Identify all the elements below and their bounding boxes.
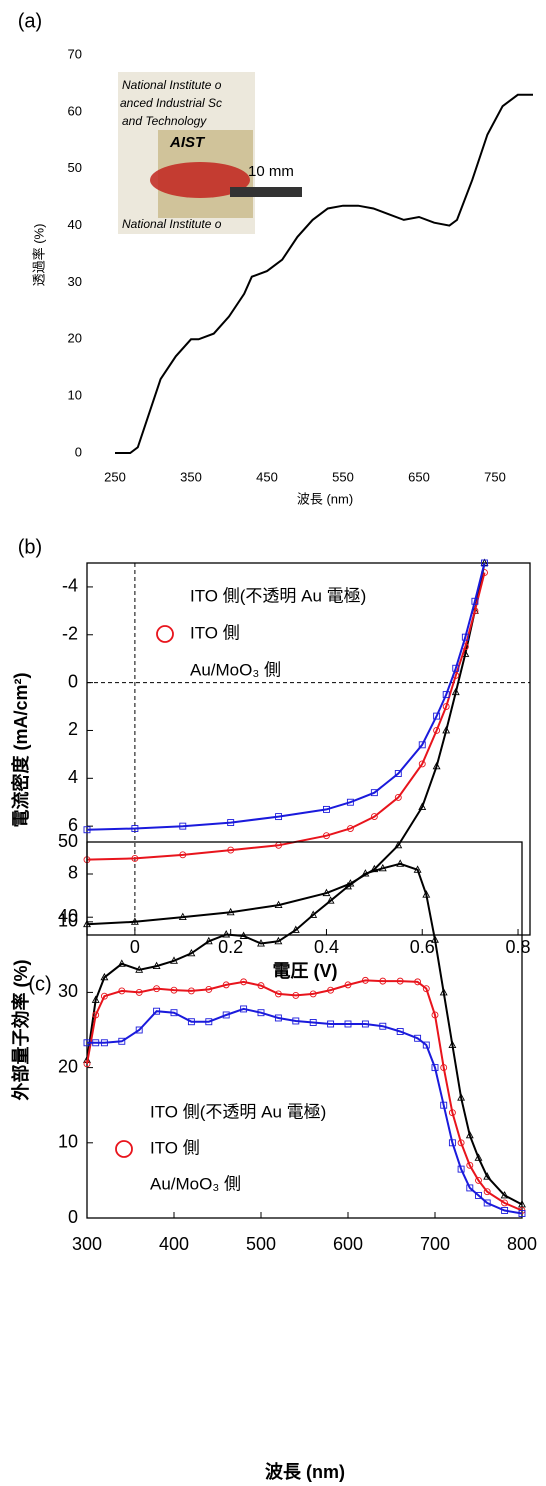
y-tick-label: 10 — [68, 388, 82, 403]
x-tick-label: 650 — [408, 469, 430, 484]
y-tick-label: 0 — [68, 1207, 78, 1227]
legend-label: ITO 側(不透明 Au 電極) — [150, 1102, 326, 1121]
x-tick-label: 600 — [333, 1234, 363, 1254]
y-tick-label: 50 — [68, 160, 82, 175]
legend-label: Au/MoO₃ 側 — [150, 1174, 241, 1193]
y-tick-label: 8 — [68, 863, 78, 883]
x-tick-label: 500 — [246, 1234, 276, 1254]
x-tick-label: 250 — [104, 469, 126, 484]
x-tick-label: 0.6 — [410, 937, 435, 957]
plot-frame — [87, 563, 530, 935]
panel-label: (b) — [18, 536, 42, 558]
x-tick-label: 350 — [180, 469, 202, 484]
x-tick-label: 0.8 — [506, 937, 531, 957]
inset-text: National Institute o — [122, 78, 222, 92]
y-tick-label: 0 — [68, 671, 78, 691]
y-tick-label: 0 — [75, 444, 82, 459]
panel-label: (c) — [28, 973, 51, 995]
y-tick-label: 20 — [68, 331, 82, 346]
y-tick-label: 60 — [68, 103, 82, 118]
legend-label: ITO 側 — [150, 1138, 200, 1157]
x-tick-label: 0.4 — [314, 937, 339, 957]
y-tick-label: -4 — [62, 576, 78, 596]
x-axis-label: 波長 (nm) — [297, 491, 353, 506]
inset-text: National Institute o — [122, 217, 222, 231]
x-axis-label: 波長 (nm) — [265, 1461, 345, 1482]
x-tick-label: 0 — [130, 937, 140, 957]
legend-label: ITO 側 — [190, 623, 240, 642]
y-tick-label: -2 — [62, 624, 78, 644]
series-line — [87, 573, 485, 860]
y-tick-label: 40 — [58, 906, 78, 926]
y-tick-label: 50 — [58, 831, 78, 851]
x-tick-label: 800 — [507, 1234, 537, 1254]
panel-label: (a) — [18, 10, 42, 32]
y-tick-label: 10 — [58, 1132, 78, 1152]
inset-text: AIST — [169, 134, 206, 151]
y-tick-label: 30 — [58, 981, 78, 1001]
x-tick-label: 700 — [420, 1234, 450, 1254]
x-tick-label: 550 — [332, 469, 354, 484]
inset-text: anced Industrial Sc — [120, 96, 222, 110]
legend-label: ITO 側(不透明 Au 電極) — [190, 586, 366, 605]
y-tick-label: 70 — [68, 46, 82, 61]
y-axis-label: 電流密度 (mA/cm²) — [10, 672, 31, 827]
x-tick-label: 450 — [256, 469, 278, 484]
scale-bar — [230, 187, 302, 197]
x-tick-label: 0.2 — [218, 937, 243, 957]
y-axis-label: 透過率 (%) — [31, 224, 46, 287]
x-axis-label: 電圧 (V) — [273, 961, 338, 981]
y-tick-label: 20 — [58, 1056, 78, 1076]
figure: (a)波長 (nm)透過率 (%)25035045055065075001020… — [0, 0, 546, 1486]
inset-text: and Technology — [122, 114, 207, 128]
legend-marker — [116, 1141, 132, 1157]
x-tick-label: 400 — [159, 1234, 189, 1254]
y-axis-label: 外部量子効率 (%) — [10, 960, 31, 1101]
y-tick-label: 4 — [68, 767, 78, 787]
y-tick-label: 2 — [68, 719, 78, 739]
legend-marker — [157, 626, 173, 642]
x-tick-label: 750 — [484, 469, 506, 484]
legend-label: Au/MoO₃ 側 — [190, 660, 281, 679]
y-tick-label: 30 — [68, 274, 82, 289]
annotation: 10 mm — [248, 163, 294, 180]
x-tick-label: 300 — [72, 1234, 102, 1254]
y-tick-label: 40 — [68, 217, 82, 232]
